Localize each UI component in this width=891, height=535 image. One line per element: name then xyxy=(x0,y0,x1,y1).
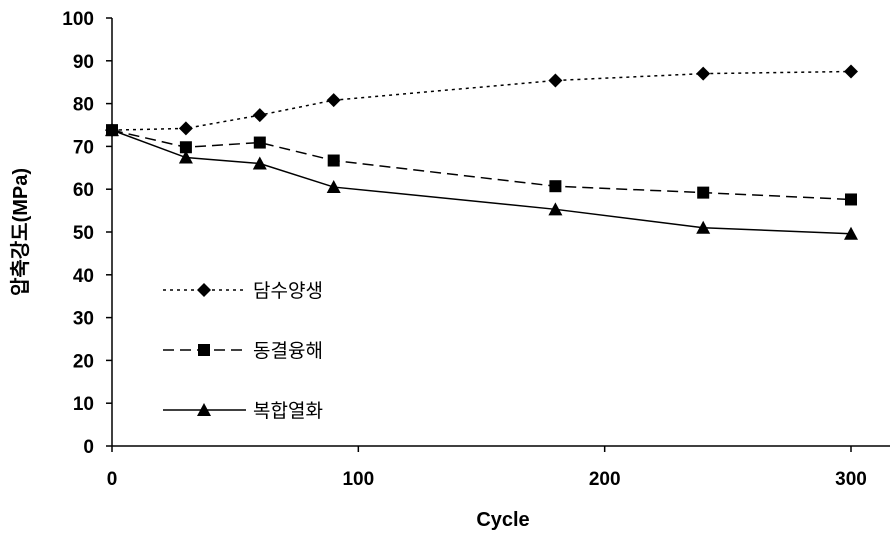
diamond-marker xyxy=(696,66,711,81)
diamond-marker xyxy=(326,93,341,108)
square-marker xyxy=(198,344,210,356)
series-diamond xyxy=(105,64,858,138)
square-marker xyxy=(253,136,266,149)
legend-item-triangle: 복합열화 xyxy=(163,400,323,422)
y-tick-label: 40 xyxy=(73,266,94,287)
diamond-marker xyxy=(178,121,193,136)
legend-item-square: 동결융해 xyxy=(163,340,323,362)
triangle-marker xyxy=(548,202,563,216)
y-tick-label: 90 xyxy=(73,52,94,73)
square-marker xyxy=(327,154,340,167)
series-triangle xyxy=(105,123,858,240)
y-tick-label: 100 xyxy=(62,9,94,30)
diamond-marker xyxy=(844,64,858,79)
y-axis-ticks: 0 10 20 30 40 50 60 70 80 90 100 xyxy=(62,9,112,458)
y-tick-label: 60 xyxy=(73,180,94,201)
square-marker xyxy=(697,186,710,199)
square-marker xyxy=(549,180,562,193)
triangle-marker xyxy=(197,403,211,416)
x-tick-label: 100 xyxy=(342,469,374,490)
x-tick-label: 300 xyxy=(835,469,867,490)
x-axis-title: Cycle xyxy=(476,509,529,531)
diamond-marker xyxy=(197,283,211,297)
axes xyxy=(111,18,890,447)
triangle-marker xyxy=(696,220,711,234)
legend-item-diamond: 담수양생 xyxy=(163,280,323,302)
diamond-marker xyxy=(548,73,563,88)
series-line xyxy=(111,129,852,201)
series-line xyxy=(111,129,852,235)
y-tick-label: 30 xyxy=(73,309,94,330)
legend-label: 동결융해 xyxy=(253,340,323,362)
diamond-marker xyxy=(252,108,267,123)
series-line xyxy=(111,70,852,131)
triangle-marker xyxy=(178,150,193,164)
y-tick-label: 80 xyxy=(73,95,94,116)
y-tick-label: 10 xyxy=(73,394,94,415)
square-marker xyxy=(179,141,192,154)
y-tick-label: 50 xyxy=(73,223,94,244)
x-tick-label: 0 xyxy=(107,469,118,490)
x-axis-ticks: 0 100 200 300 xyxy=(107,446,867,490)
y-tick-label: 70 xyxy=(73,137,94,158)
y-tick-label: 0 xyxy=(83,437,94,458)
triangle-marker xyxy=(252,156,267,170)
series-square xyxy=(106,124,857,206)
y-tick-label: 20 xyxy=(73,351,94,372)
x-tick-label: 200 xyxy=(589,469,621,490)
series-layer xyxy=(105,64,858,240)
legend-label: 담수양생 xyxy=(253,280,323,302)
legend-label: 복합열화 xyxy=(253,400,323,422)
triangle-marker xyxy=(105,123,119,137)
square-marker xyxy=(845,193,857,206)
triangle-marker xyxy=(844,226,858,240)
y-axis-title: 압축강도(MPa) xyxy=(9,168,32,296)
triangle-marker xyxy=(326,180,341,194)
